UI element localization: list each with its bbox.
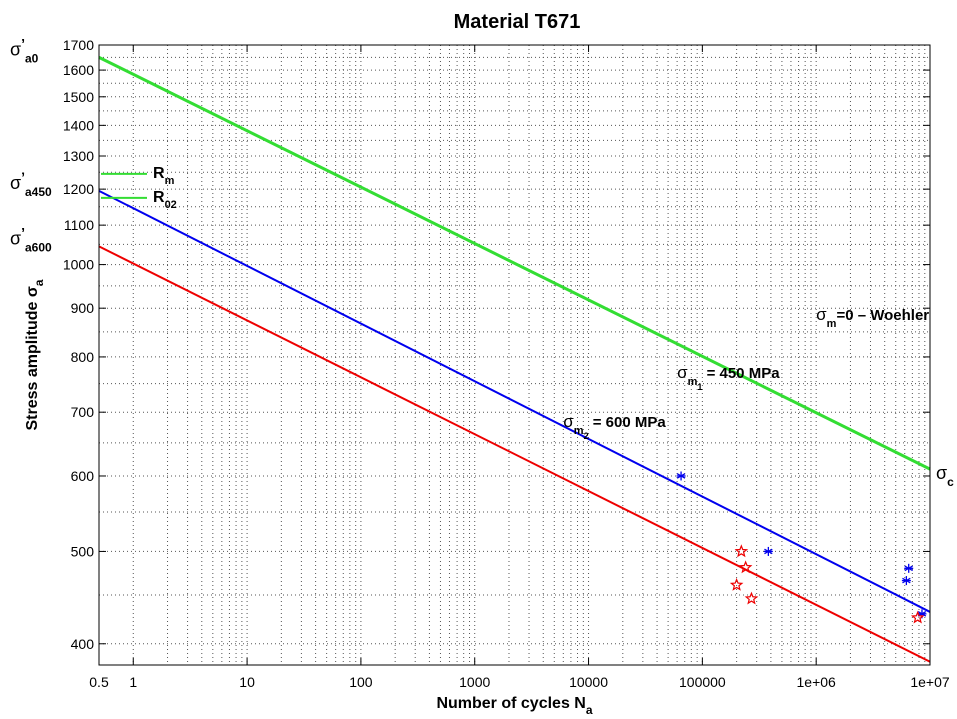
y-tick-label: 800 (71, 349, 95, 365)
grid (99, 45, 930, 665)
y-axis-label: Stress amplitude σa (24, 279, 46, 430)
plot-frame (98, 44, 931, 666)
y-tick-label: 1000 (63, 257, 94, 273)
legend-label: R02 (153, 189, 177, 211)
x-tick-label: 1000 (459, 674, 490, 690)
y-tick-label: 1100 (64, 217, 94, 233)
axes: 0.5 1 10 100 1000 10000 100000 1e+06 1e+07 400 500… (24, 37, 950, 717)
star-marker (734, 544, 749, 558)
legend-label: Rm (153, 165, 175, 187)
y-tick-label: 1500 (63, 89, 94, 105)
sigma-annotation: σ’a0 (10, 35, 39, 65)
y-tick-label: 900 (71, 300, 95, 316)
y-tick-label: 500 (71, 543, 95, 559)
y-tick-label: 400 (71, 636, 95, 652)
star-marker (744, 591, 759, 605)
star-marker (729, 577, 744, 591)
star-marker (738, 560, 753, 574)
x-tick-label: 10 (239, 674, 255, 690)
asterisk-marker (763, 546, 773, 556)
sigma-annotation: σ’a450 (10, 169, 52, 199)
series-label-sm2: σm2 = 600 MPa (563, 412, 666, 441)
y-tick-label: 1700 (63, 37, 94, 53)
series-lines (98, 56, 931, 663)
y-tick-label: 1300 (63, 148, 94, 164)
x-tick-label: 1e+07 (910, 674, 950, 690)
chart-title: Material T671 (454, 11, 581, 33)
sigma-annotation: σ’a600 (10, 224, 52, 254)
asterisk-marker (901, 576, 911, 586)
x-tick-label: 0.5 (89, 674, 109, 690)
series-label-sm1: σm1 = 450 MPa (677, 363, 780, 392)
x-tick-label: 10000 (569, 674, 608, 690)
x-tick-label: 1 (129, 674, 137, 690)
series-line-woehler (98, 56, 931, 471)
y-tick-label: 600 (71, 468, 95, 484)
annotations: σm=0 – Woehler σm1 = 450 MPa σm2 = 600 MPa… (10, 35, 954, 489)
x-tick-label: 100 (349, 674, 373, 690)
star-marker (910, 610, 925, 624)
series-line-sm2 (98, 245, 931, 663)
asterisk-marker (676, 471, 686, 481)
x-tick-label: 1e+06 (797, 674, 837, 690)
y-tick-label: 1400 (63, 117, 94, 133)
series-line-sm1 (98, 189, 931, 613)
x-axis-label: Number of cycles Na (436, 695, 592, 717)
series-label-woehler: σm=0 – Woehler (816, 305, 929, 330)
asterisk-marker (904, 563, 914, 573)
y-tick-label: 1600 (63, 62, 94, 78)
sigma-annotation: σc (936, 463, 954, 489)
data-markers (676, 471, 927, 624)
y-tick-label: 1200 (63, 181, 94, 197)
y-tick-label: 700 (71, 404, 95, 420)
x-tick-label: 100000 (679, 674, 726, 690)
